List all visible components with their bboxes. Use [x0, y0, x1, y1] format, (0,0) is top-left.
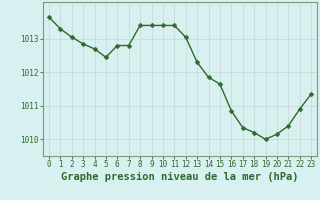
X-axis label: Graphe pression niveau de la mer (hPa): Graphe pression niveau de la mer (hPa) [61, 172, 299, 182]
